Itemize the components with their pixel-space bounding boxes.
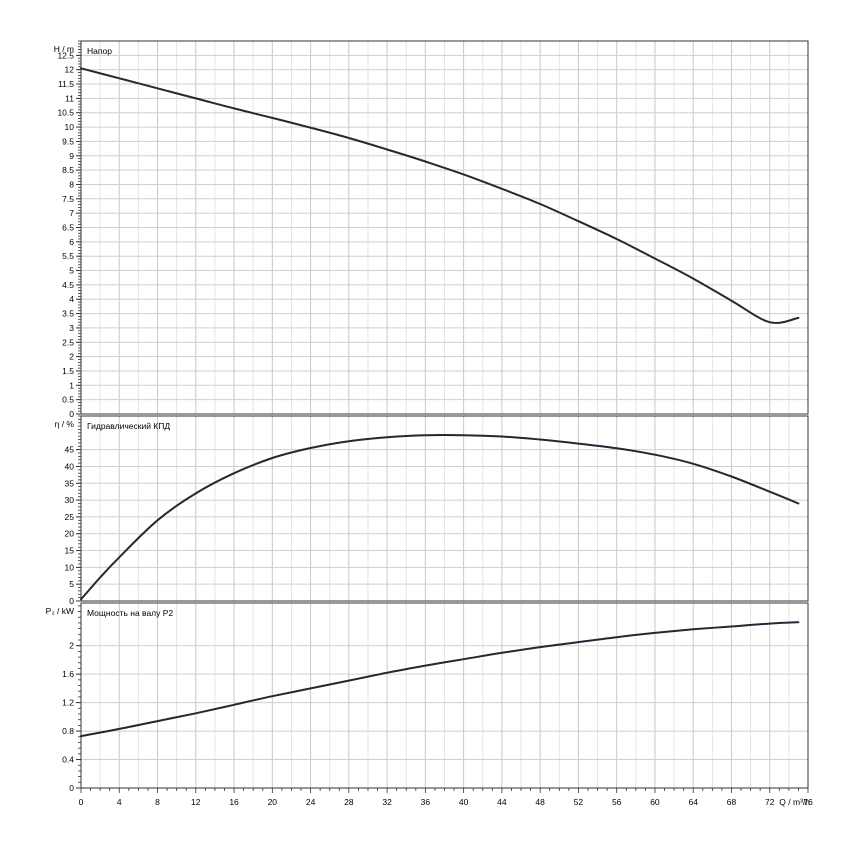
y-tick-label: 9: [69, 151, 74, 161]
x-tick-label: 44: [497, 797, 507, 807]
y-tick-label: 7: [69, 208, 74, 218]
y-tick-label: 2.5: [62, 337, 74, 347]
panel-title: Напор: [87, 46, 112, 56]
y-tick-label: 12: [65, 65, 75, 75]
x-tick-label: 68: [727, 797, 737, 807]
x-tick-label: 64: [688, 797, 698, 807]
y-tick-label: 1: [69, 380, 74, 390]
x-tick-label: 8: [155, 797, 160, 807]
y-tick-label: 4.5: [62, 280, 74, 290]
y-axis-label: η / %: [55, 419, 75, 429]
x-axis-label: Q / m³/h: [779, 797, 810, 807]
x-tick-label: 32: [382, 797, 392, 807]
y-tick-label: 10.5: [57, 108, 74, 118]
panel-frame: [80, 415, 809, 602]
y-axis-label: H / m: [54, 44, 74, 54]
y-tick-label: 3: [69, 323, 74, 333]
x-tick-label: 72: [765, 797, 775, 807]
y-tick-label: 2: [69, 352, 74, 362]
y-tick-label: 0.5: [62, 395, 74, 405]
y-tick-label: 3.5: [62, 309, 74, 319]
y-tick-label: 35: [65, 478, 75, 488]
x-tick-label: 16: [229, 797, 239, 807]
chart-panels: 00.511.522.533.544.555.566.577.588.599.5…: [46, 40, 809, 793]
y-tick-label: 8: [69, 179, 74, 189]
y-tick-label: 11.5: [58, 79, 74, 89]
series-line: [80, 433, 800, 601]
y-tick-label: 6.5: [62, 223, 74, 233]
x-tick-label: 28: [344, 797, 354, 807]
x-tick-label: 56: [612, 797, 622, 807]
x-tick-label: 76: [803, 797, 813, 807]
y-tick-label: 10: [65, 562, 75, 572]
x-tick-label: 4: [117, 797, 122, 807]
y-tick-label: 45: [65, 445, 75, 455]
x-tick-label: 20: [268, 797, 278, 807]
x-tick-label: 52: [574, 797, 584, 807]
y-tick-label: 20: [65, 529, 75, 539]
panel-1: 00.511.522.533.544.555.566.577.588.599.5…: [54, 40, 809, 419]
y-tick-label: 30: [65, 495, 75, 505]
x-tick-label: 40: [459, 797, 469, 807]
panel-title: Гидравлический КПД: [87, 421, 170, 431]
y-tick-label: 5.5: [62, 251, 74, 261]
x-tick-label: 12: [191, 797, 201, 807]
panel-title: Мощность на валу P2: [87, 608, 173, 618]
y-tick-label: 11: [65, 93, 74, 103]
y-tick-label: 5: [69, 266, 74, 276]
x-tick-label: 48: [535, 797, 545, 807]
y-tick-label: 0.8: [62, 726, 74, 736]
y-axis-label: P₂ / kW: [46, 606, 74, 616]
y-tick-label: 0: [69, 409, 74, 419]
y-tick-label: 10: [65, 122, 75, 132]
y-tick-label: 40: [65, 461, 75, 471]
y-tick-label: 0: [69, 596, 74, 606]
panel-3: 0 0.4 0.8 1.2 1.6 2 P₂ / kW Мощность на валу P2: [46, 602, 809, 793]
y-tick-label: 15: [65, 546, 75, 556]
y-tick-label: 12.5: [57, 50, 74, 60]
x-tick-label: 36: [421, 797, 431, 807]
y-tick-label: 7.5: [62, 194, 74, 204]
y-tick-label: 1.2: [62, 698, 74, 708]
y-tick-label: 9.5: [62, 136, 74, 146]
y-tick-label: 0.4: [62, 755, 74, 765]
y-tick-label: 8.5: [62, 165, 74, 175]
y-tick-label: 5: [69, 579, 74, 589]
y-tick-label: 1.5: [62, 366, 74, 376]
y-tick-label: 0: [69, 783, 74, 793]
y-tick-label: 2: [69, 641, 74, 651]
x-tick-label: 0: [79, 797, 84, 807]
x-axis: 0 4 8 12 16 20 24 28 32 36 40 44 48 52 56 60 64 68 72 76Q /…: [79, 788, 813, 807]
x-tick-label: 24: [306, 797, 316, 807]
y-tick-label: 6: [69, 237, 74, 247]
y-tick-label: 25: [65, 512, 75, 522]
series-line: [80, 67, 800, 324]
y-tick-label: 4: [69, 294, 74, 304]
series-line: [80, 621, 800, 738]
x-tick-label: 60: [650, 797, 660, 807]
panel-2: 0 5 10 15 20 25 30 35 40 45 η / % Гидравлический КП…: [55, 415, 809, 606]
y-tick-label: 1.6: [62, 669, 74, 679]
